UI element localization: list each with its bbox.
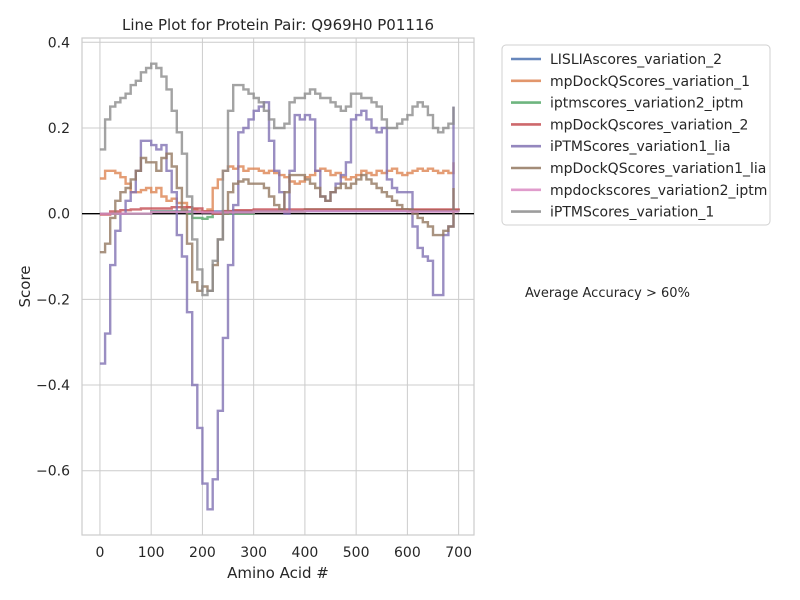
legend-label: mpDockQScores_variation1_lia	[550, 161, 766, 177]
accuracy-annotation: Average Accuracy > 60%	[525, 286, 690, 301]
legend-label: LISLIAscores_variation_2	[550, 52, 722, 68]
plot-border	[81, 37, 475, 536]
series-line-iPTMScores_variation_1	[99, 62, 455, 297]
y-axis-ticks: −0.6 −0.4 −0.2 0.0 0.2 0.4	[36, 35, 70, 479]
legend-label: mpDockQscores_variation_2	[550, 117, 748, 133]
y-tick-label: −0.2	[36, 292, 70, 308]
x-tick-label: 100	[138, 545, 165, 561]
x-axis-ticks: 0 100 200 300 400 500 600 700	[95, 545, 472, 561]
legend-label: iptmscores_variation2_iptm	[550, 96, 744, 112]
x-axis-label: Amino Acid #	[227, 564, 329, 582]
legend-box	[501, 44, 771, 226]
y-tick-label: −0.4	[36, 378, 70, 394]
x-tick-label: 200	[189, 545, 216, 561]
series-line-iPTMScores_variation1_lia	[99, 101, 455, 511]
legend-label: iPTMScores_variation_1	[550, 205, 714, 221]
y-tick-label: 0.0	[48, 207, 70, 223]
x-tick-label: 600	[394, 545, 421, 561]
legend-label: mpDockQScores_variation_1	[550, 74, 750, 90]
y-axis-label: Score	[16, 265, 34, 307]
series-line-mpDockQScores_variation1_lia	[99, 152, 455, 292]
x-tick-label: 700	[445, 545, 472, 561]
plot-frame	[81, 37, 475, 536]
series-lines	[99, 62, 460, 511]
x-tick-label: 400	[292, 545, 319, 561]
legend: LISLIAscores_variation_2 mpDockQScores_va…	[501, 44, 771, 226]
series-line-mpdockscores_variation2_iptm	[99, 209, 460, 215]
x-tick-label: 300	[240, 545, 267, 561]
y-tick-label: −0.6	[36, 464, 70, 480]
series-line-mpDockQScores_variation_1	[99, 162, 455, 213]
legend-label: mpdockscores_variation2_iptm	[550, 183, 767, 199]
x-tick-label: 0	[95, 545, 104, 561]
x-tick-label: 500	[343, 545, 370, 561]
legend-label: iPTMScores_variation1_lia	[550, 139, 731, 155]
y-tick-label: 0.2	[48, 121, 70, 137]
chart-title: Line Plot for Protein Pair: Q969H0 P0111…	[122, 16, 434, 34]
y-tick-label: 0.4	[48, 35, 70, 51]
